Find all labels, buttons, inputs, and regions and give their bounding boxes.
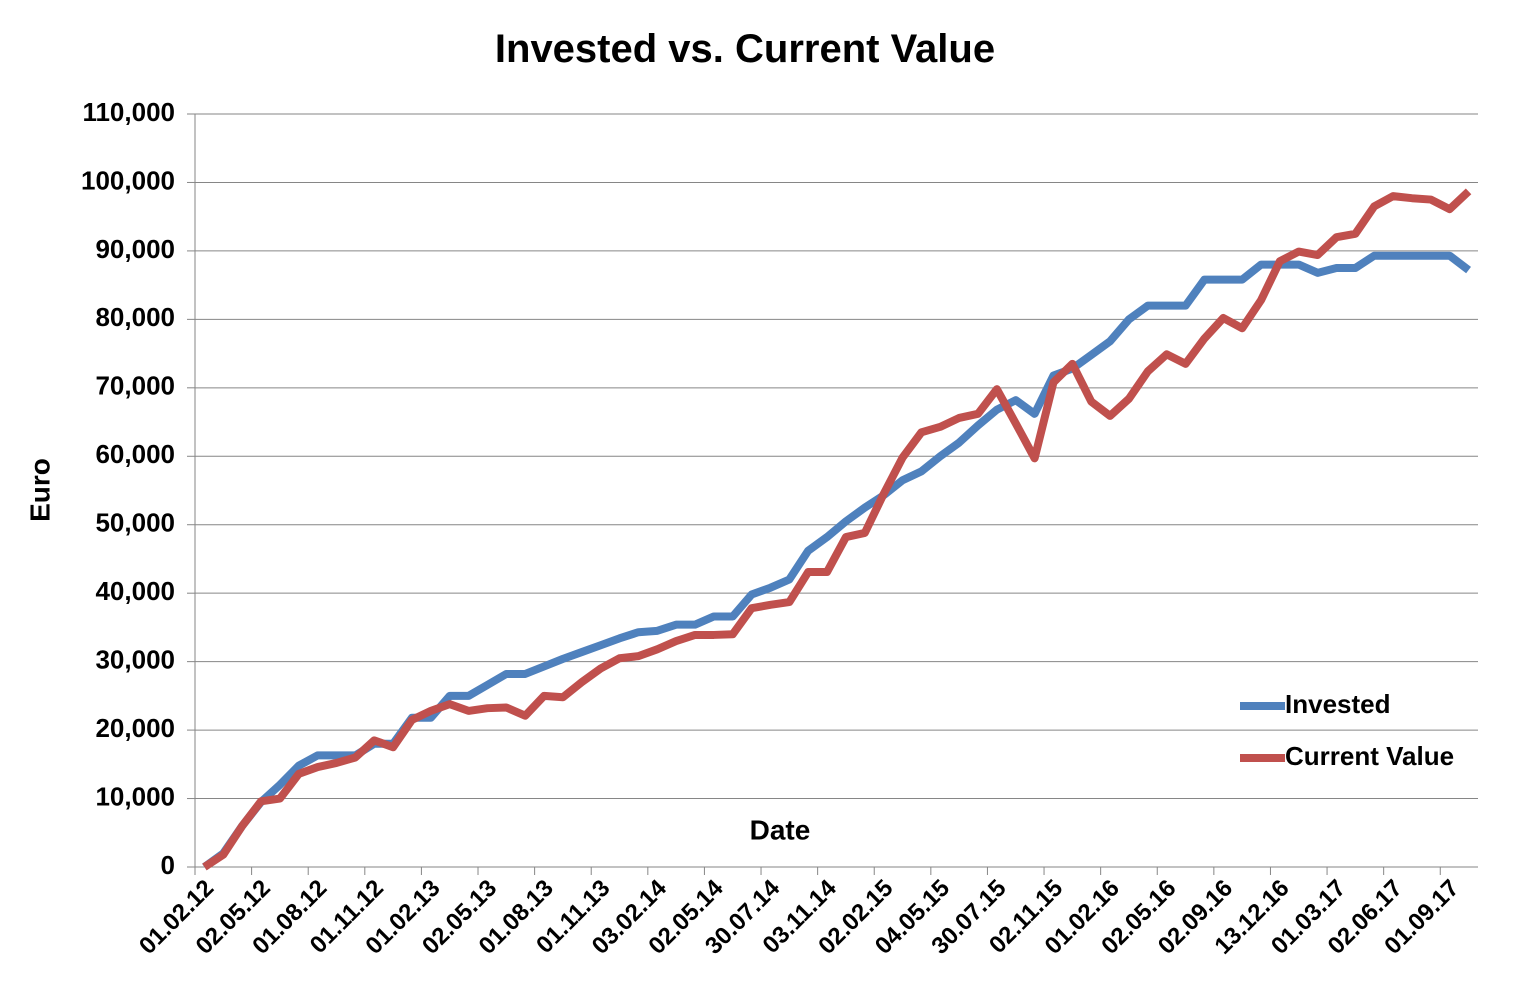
y-tick-label: 90,000 [95,234,175,264]
y-tick-label: 20,000 [95,713,175,743]
y-tick-label: 30,000 [95,645,175,675]
y-tick-label: 0 [161,850,175,880]
y-tick-label: 80,000 [95,302,175,332]
legend-label: Current Value [1285,741,1454,771]
chart-title: Invested vs. Current Value [495,27,995,71]
y-axis-title: Euro [24,458,55,522]
y-tick-label: 50,000 [95,508,175,538]
y-tick-label: 110,000 [82,97,175,127]
y-tick-label: 40,000 [95,576,175,606]
y-tick-label: 100,000 [81,165,175,195]
x-axis-title: Date [750,814,811,845]
y-tick-label: 60,000 [95,439,175,469]
legend-label: Invested [1285,689,1391,719]
y-tick-label: 70,000 [95,371,175,401]
y-tick-label: 10,000 [95,781,175,811]
series-line [202,188,1472,871]
